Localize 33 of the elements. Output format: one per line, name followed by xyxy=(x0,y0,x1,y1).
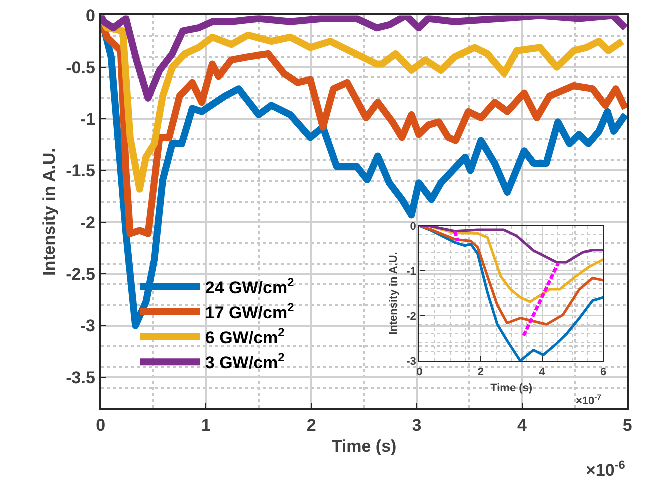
x-tick-label: 4 xyxy=(539,366,546,378)
x-tick-label: 1 xyxy=(201,416,211,435)
x-tick-label: 2 xyxy=(478,366,484,378)
annotation: ×10$^{-7}$ xyxy=(576,393,602,408)
y-tick-label: -1.5 xyxy=(66,162,96,181)
legend-label: 24 GW/cm$^{2}$ xyxy=(205,275,295,298)
y-tick-label: -1 xyxy=(80,110,96,130)
y-axis-title: Intensity in A.U. xyxy=(388,252,400,335)
x-tick-label: 3 xyxy=(412,416,422,435)
line-series xyxy=(420,226,604,362)
y-tick-label: -3.5 xyxy=(66,368,96,388)
y-tick-label: -0.5 xyxy=(66,58,96,78)
legend-label: 6 GW/cm$^{2}$ xyxy=(205,325,286,348)
y-tick-label: -2 xyxy=(80,213,96,232)
x-tick-label: 6 xyxy=(600,366,607,378)
legend-label: 3 GW/cm$^{2}$ xyxy=(205,350,286,373)
y-tick-label: 0 xyxy=(410,220,416,233)
y-tick-label: -3 xyxy=(80,316,96,336)
x-tick-label: 4 xyxy=(518,416,528,435)
y-tick-label: -1 xyxy=(406,266,416,278)
x-tick-label: 5 xyxy=(622,416,632,435)
x-axis-title: Time (s) xyxy=(490,382,533,395)
y-tick-label: -3 xyxy=(406,356,416,368)
line-series xyxy=(420,226,604,264)
y-tick-label: 0 xyxy=(86,6,96,26)
legend-label: 17 GW/cm$^{2}$ xyxy=(205,300,295,323)
x-axis-title: Time (s) xyxy=(332,436,397,456)
y-tick-label: -2 xyxy=(406,310,416,323)
x-tick-label: 2 xyxy=(306,416,316,435)
y-axis-title: Intensity in A.U. xyxy=(40,148,60,276)
text: ×10$^{-6}$ xyxy=(586,458,626,480)
y-tick-label: -2.5 xyxy=(66,265,96,284)
line-series xyxy=(420,226,604,326)
